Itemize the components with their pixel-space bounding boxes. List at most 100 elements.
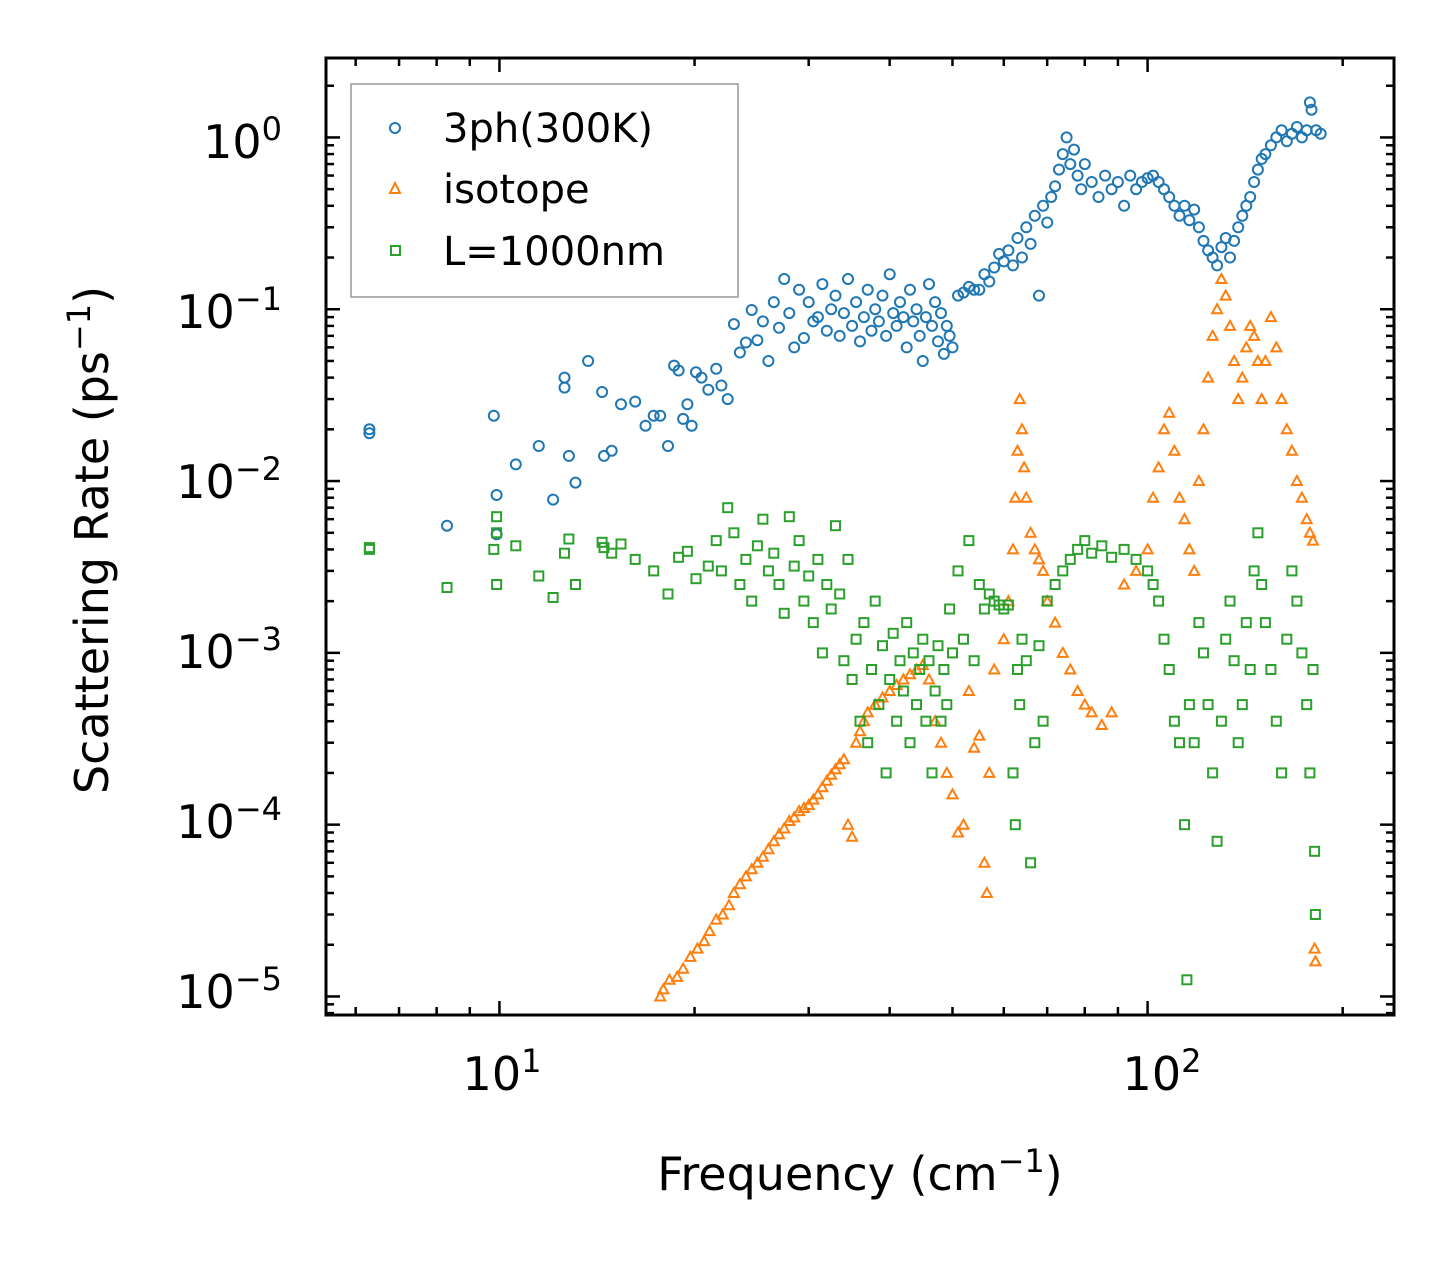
data-point-square [690,573,702,585]
data-point-triangle [1085,705,1099,718]
data-point-square [1106,551,1118,563]
data-point-triangle [1235,370,1249,383]
data-point-square [702,560,714,572]
data-point-square [830,520,841,532]
data-point-circle [1211,259,1224,272]
data-point-circle [865,324,878,337]
data-point-triangle [1231,392,1245,405]
data-point-triangle [1017,460,1031,473]
data-point-square [746,595,758,607]
data-point-circle [861,283,874,296]
data-point-circle [1275,124,1288,137]
data-point-circle [1037,199,1050,212]
data-point-circle [1011,232,1024,244]
data-point-circle [1163,191,1176,203]
data-point-square [1307,664,1319,675]
data-point-triangle [1303,525,1317,538]
data-point-triangle [1010,443,1025,456]
data-point-circle [1020,221,1033,234]
data-point-circle [715,379,728,392]
data-point-triangle [1196,422,1211,435]
series-0 [363,96,1327,541]
data-point-circle [1053,163,1065,176]
data-point-square [559,547,570,559]
data-point-circle [816,278,829,291]
data-point-circle [1085,176,1098,188]
data-point-triangle [1028,542,1042,555]
data-point-triangle [777,821,791,834]
data-point-square [880,767,892,779]
data-point-circle [773,321,785,334]
data-point-square [1259,617,1271,629]
data-point-square [904,737,916,749]
data-point-square [1228,655,1240,667]
data-point-circle [596,386,609,398]
data-point-circle [1178,199,1191,212]
data-point-square [938,664,950,675]
data-point-circle [1049,180,1062,193]
data-point-square [1057,565,1069,577]
data-point-triangle [982,765,996,778]
data-point-circle [1232,221,1245,234]
data-point-square [854,715,866,727]
data-point-square [907,647,919,659]
data-point-circle [846,319,859,332]
data-point-circle [762,355,775,367]
data-point-triangle [1255,392,1269,405]
data-point-square [1079,535,1091,547]
data-point-circle [1002,244,1015,257]
data-point-square [1086,547,1098,559]
data-point-triangle [745,862,759,875]
data-point-square [1301,699,1313,711]
data-point-square [648,565,660,577]
data-point-square [1037,715,1049,727]
data-point-square [1179,819,1190,831]
data-point-square [1248,565,1260,577]
data-point-circle [672,364,685,377]
data-point-triangle [1300,512,1314,525]
data-point-triangle [1307,941,1322,954]
data-point-circle [647,409,660,422]
data-point-circle [932,335,944,348]
data-point-triangle [1251,353,1265,366]
data-point-square [923,655,935,667]
data-point-triangle [1129,563,1143,576]
data-point-triangle [716,907,730,920]
data-point-square [710,535,722,547]
data-point-circle [1064,158,1077,171]
legend-marker-3ph [389,122,401,134]
data-point-triangle [1210,302,1224,315]
data-point-circle [802,296,815,309]
data-point-triangle [1008,490,1022,503]
data-point-circle [1224,251,1236,264]
series-2 [363,502,1321,986]
data-point-triangle [1157,422,1171,435]
data-point-square [1181,974,1193,986]
data-point-circle [820,324,833,337]
data-point-circle [1068,143,1080,156]
data-point-triangle [656,982,670,995]
data-point-circle [1024,237,1037,250]
data-point-square [891,715,903,727]
data-point-circle [605,444,618,457]
data-point-square [751,540,763,552]
data-point-circle [919,311,932,324]
data-point-circle [562,449,575,462]
data-point-square [740,553,752,565]
data-points-layer [363,96,1327,1002]
data-point-square [1014,699,1026,711]
tick-labels: 101 102 100 10−1 10−2 10−3 10−4 10−5 [176,110,1201,1101]
data-point-triangle [820,773,834,786]
data-point-triangle [997,632,1011,645]
data-point-square [1198,647,1209,659]
data-point-circle [1251,163,1264,176]
data-point-square [963,535,975,547]
data-point-triangle [1023,525,1038,538]
data-point-square [491,579,503,590]
data-point-triangle [811,787,825,800]
legend-marker-isotope [388,180,402,194]
data-point-circle [1092,191,1105,203]
data-point-circle [1099,169,1112,182]
data-point-triangle [956,817,971,830]
data-point-square [1207,767,1219,779]
